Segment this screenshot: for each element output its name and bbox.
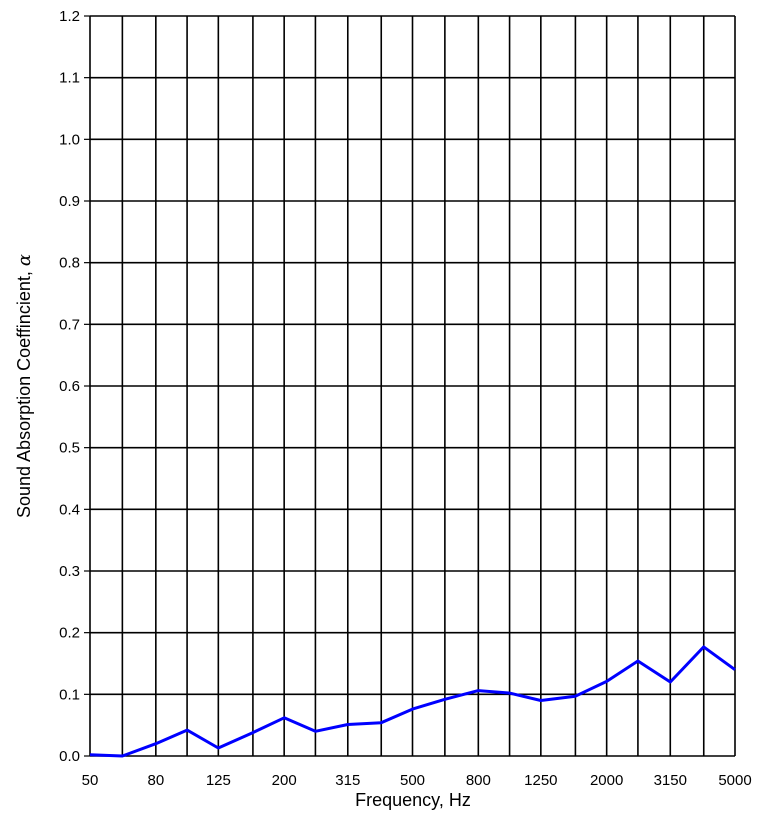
x-tick-label: 500 [400, 772, 425, 789]
x-tick-label: 125 [206, 772, 231, 789]
tick-labels: 0.0 0.1 0.2 0.3 0.4 0.5 0.6 0.7 0.8 0.9 1.0 1.1 1.2 5… [59, 8, 752, 789]
y-tick-label: 0.4 [59, 501, 80, 518]
y-tick-label: 0.0 [59, 748, 80, 765]
y-tick-label: 0.3 [59, 563, 80, 580]
y-tick-label: 1.1 [59, 70, 80, 87]
x-axis-title: Frequency, Hz [355, 790, 471, 810]
y-tick-label: 0.2 [59, 625, 80, 642]
x-tick-label: 2000 [590, 772, 623, 789]
series-line [89, 645, 736, 758]
series-layer [89, 645, 736, 758]
axes [84, 15, 735, 757]
x-tick-label: 50 [82, 772, 99, 789]
y-tick-label: 0.5 [59, 440, 80, 457]
y-tick-label: 0.7 [59, 316, 80, 333]
x-tick-label: 3150 [654, 772, 687, 789]
x-tick-label: 80 [147, 772, 164, 789]
x-tick-label: 5000 [718, 772, 751, 789]
x-tick-label: 315 [335, 772, 360, 789]
y-tick-label: 0.6 [59, 378, 80, 395]
y-axis-title-text: Sound Absorption Coeffincient, [14, 266, 34, 518]
x-tick-label: 800 [466, 772, 491, 789]
x-tick-label: 1250 [524, 772, 557, 789]
y-tick-label: 1.0 [59, 131, 80, 148]
y-axis-title-symbol: α [14, 254, 35, 266]
grid [90, 15, 736, 756]
y-tick-label: 0.1 [59, 686, 80, 703]
y-axis-title: Sound Absorption Coeffincient, α [14, 254, 35, 518]
y-tick-label: 0.9 [59, 193, 80, 210]
y-tick-label: 0.8 [59, 255, 80, 272]
y-tick-label: 1.2 [59, 8, 80, 25]
x-tick-label: 200 [272, 772, 297, 789]
